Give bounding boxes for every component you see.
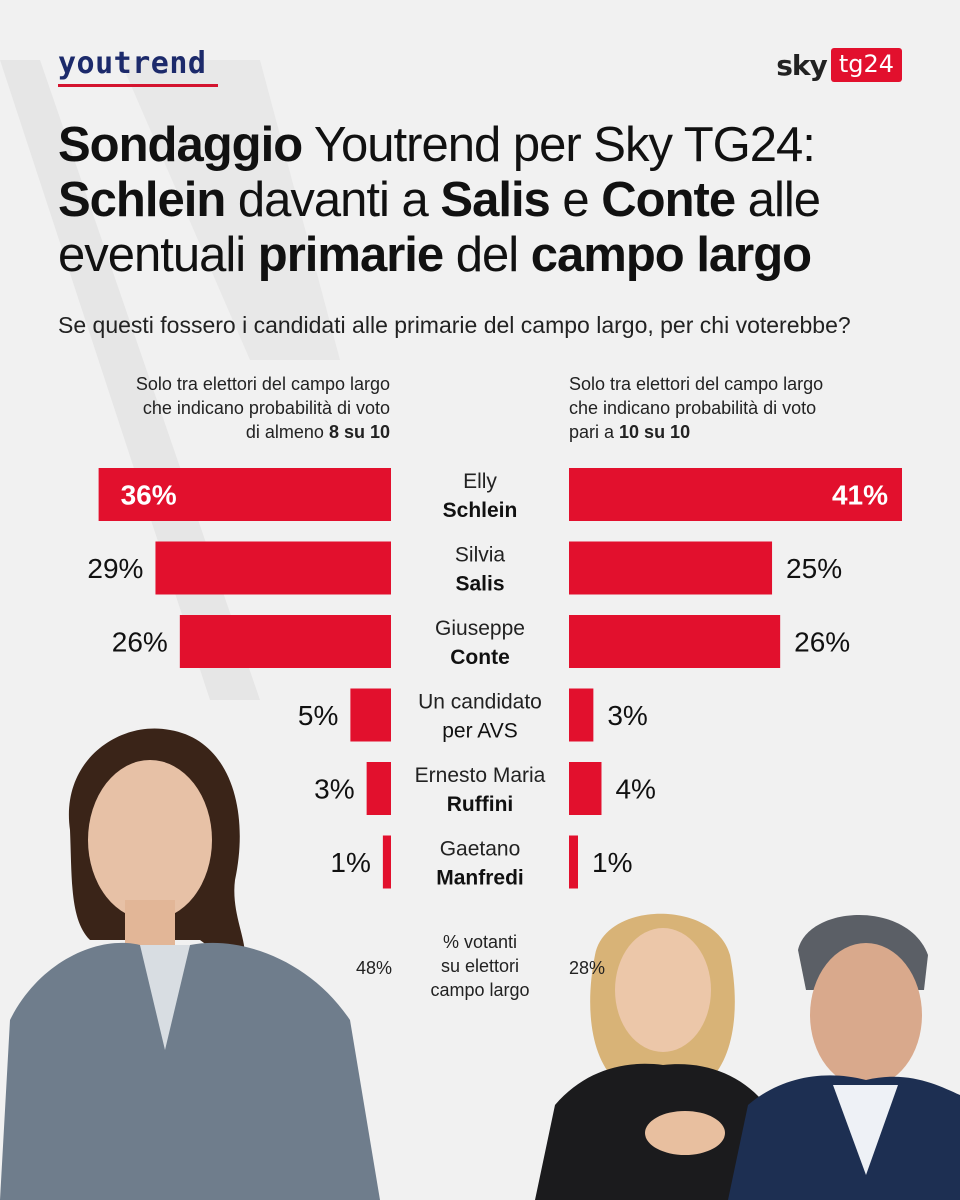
category-last-5: Manfredi [436,867,524,890]
salis-portrait [535,913,780,1200]
bar-right-5 [569,835,578,889]
bar-right-1 [569,541,773,595]
youtrend-logo-underline [58,84,218,87]
data-label-left-4: 3% [314,774,354,805]
turnout-left-value: 48% [355,958,392,978]
left-series-note: Solo tra elettori del campo largo che in… [135,374,390,442]
chart-subtitle: Se questi fossero i candidati alle prima… [58,312,851,338]
category-last-3: per AVS [442,720,518,743]
bar-right-2 [569,615,781,668]
data-label-left-5: 1% [330,847,370,878]
data-label-right-2: 26% [794,627,850,658]
data-label-right-0: 41% [832,480,888,511]
right-series-note: Solo tra elettori del campo largo che in… [569,374,824,442]
bar-right-0 [569,468,902,521]
bar-left-4 [366,762,391,815]
youtrend-logo: youtrend [58,46,207,81]
data-label-left-1: 29% [87,553,143,584]
conte-portrait [728,915,960,1200]
page-title: Sondaggio Youtrend per Sky TG24: Schlein… [58,118,821,282]
data-label-right-3: 3% [607,700,647,731]
category-first-3: Un candidato [418,691,542,714]
category-first-1: Silvia [455,544,506,567]
schlein-portrait [0,728,380,1200]
data-label-left-3: 5% [298,700,338,731]
data-label-left-2: 26% [112,627,168,658]
bar-right-4 [569,762,602,815]
category-last-1: Salis [455,573,504,596]
data-label-right-4: 4% [615,774,655,805]
bar-left-1 [155,541,391,595]
category-last-2: Conte [450,646,510,669]
skytg24-logo: sky tg24 [776,48,902,82]
data-label-left-0: 36% [121,480,177,511]
turnout-label: % votanti su elettori campo largo [430,932,530,1000]
turnout-right-value: 28% [569,958,606,978]
bar-right-3 [569,688,594,742]
bar-left-0 [98,468,392,521]
category-last-4: Ruffini [447,793,513,816]
sky-logo-text: sky [776,48,828,82]
data-label-right-1: 25% [786,553,842,584]
butterfly-bar-chart: 36% 41% Elly Schlein 29% 25% Silvia Salis 26% 26%… [87,468,902,890]
category-first-4: Ernesto Maria [415,764,546,787]
category-first-0: Elly [463,470,497,493]
bar-left-3 [350,688,391,742]
tg24-logo-text: tg24 [830,48,902,82]
category-first-2: Giuseppe [435,617,525,640]
category-first-5: Gaetano [440,838,521,861]
category-last-0: Schlein [443,499,518,522]
bar-left-5 [382,835,391,889]
bar-left-2 [179,615,391,668]
data-label-right-5: 1% [592,847,632,878]
